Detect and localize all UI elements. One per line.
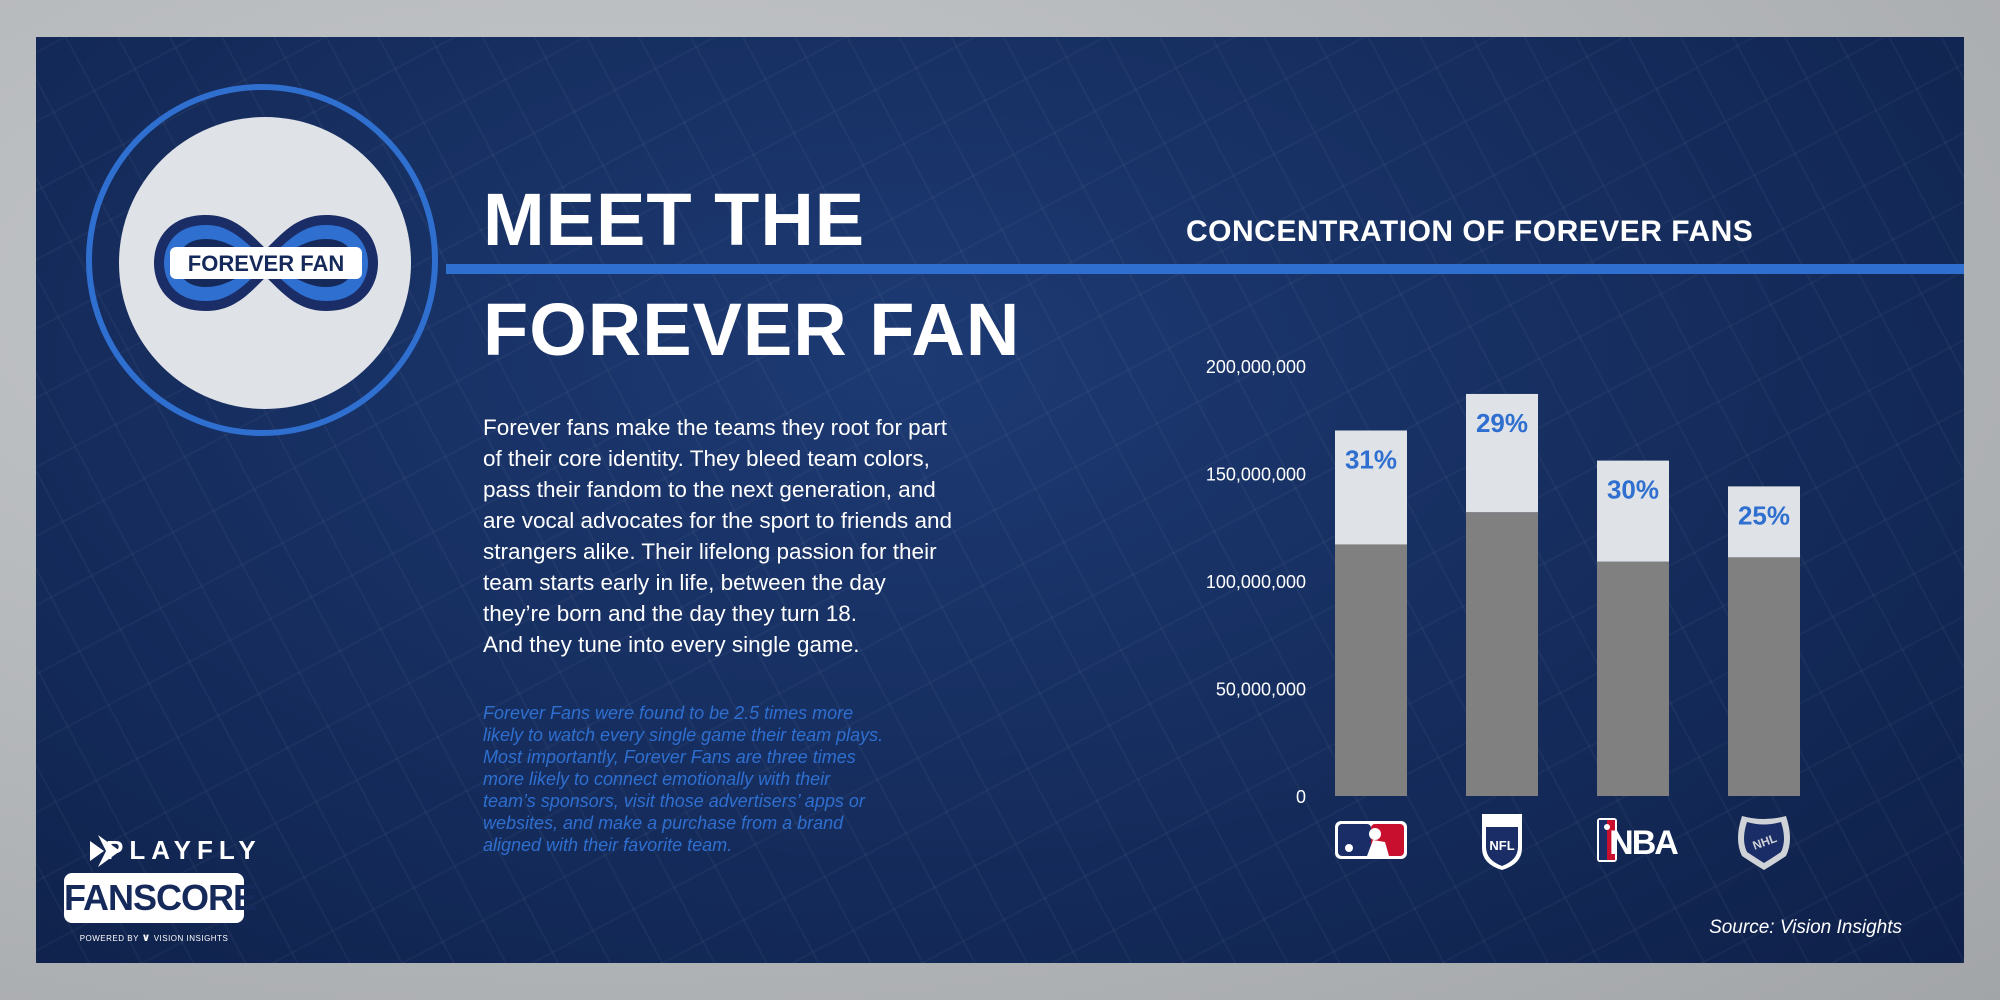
page-title-line-2: FOREVER FAN xyxy=(483,288,1021,371)
highlight-paragraph: Forever Fans were found to be 2.5 times … xyxy=(483,702,1003,856)
description-line: And they tune into every single game. xyxy=(483,632,860,657)
bar-chart: 0 50,000,000 100,000,000 150,000,000 200,000… xyxy=(1206,357,1800,870)
bar-segment-forever-fans xyxy=(1466,393,1538,513)
bar-segment-forever-fans xyxy=(1597,460,1669,562)
forever-fan-infinity-icon: FOREVER FAN xyxy=(154,215,378,311)
brand-name: PLAYFLY xyxy=(106,835,262,865)
powered-by-line: POWERED BY ∨ VISION INSIGHTS xyxy=(62,931,246,944)
page-title-line-1: MEET THE xyxy=(483,178,866,261)
highlight-line: team’s sponsors, visit those advertisers… xyxy=(483,791,865,811)
bar-segment-base xyxy=(1597,561,1669,796)
nba-logo-icon: NBA xyxy=(1597,818,1680,862)
powered-by-label: POWERED BY xyxy=(79,934,139,943)
bar-data-label: 29% xyxy=(1476,408,1528,438)
description-line: strangers alike. Their lifelong passion … xyxy=(483,539,937,564)
description-line: they’re born and the day they turn 18. xyxy=(483,601,857,626)
fanscore-wordmark: FANSCORE xyxy=(64,877,257,918)
description-line: pass their fandom to the next generation… xyxy=(483,477,936,502)
y-tick-label: 150,000,000 xyxy=(1206,465,1306,485)
bar-segment-forever-fans xyxy=(1335,430,1407,545)
header-rule xyxy=(446,264,1964,274)
infographic-panel: FOREVER FAN MEET THE FOREVER FAN Forever… xyxy=(36,37,1964,963)
y-tick-label: 200,000,000 xyxy=(1206,357,1306,377)
svg-text:NFL: NFL xyxy=(1489,838,1514,853)
highlight-line: aligned with their favorite team. xyxy=(483,835,733,855)
y-tick-label: 0 xyxy=(1296,787,1306,807)
mlb-logo-icon xyxy=(1335,821,1407,859)
source-note: Source: Vision Insights xyxy=(1709,917,1902,938)
description-line: team starts early in life, between the d… xyxy=(483,570,886,595)
playfly-arrow-icon xyxy=(90,835,120,867)
bar-segment-base xyxy=(1466,512,1538,796)
description-line: of their core identity. They bleed team … xyxy=(483,446,930,471)
description-line: Forever fans make the teams they root fo… xyxy=(483,415,947,440)
y-tick-label: 50,000,000 xyxy=(1216,680,1306,700)
bar-data-label: 25% xyxy=(1738,500,1790,530)
nfl-logo-icon: NFL xyxy=(1482,814,1522,870)
bar-segment-base xyxy=(1335,544,1407,796)
bar-segment-forever-fans xyxy=(1728,486,1800,558)
bar-segment-base xyxy=(1728,557,1800,796)
powered-by-partner: VISION INSIGHTS xyxy=(153,934,229,943)
vision-insights-v-icon: ∨ xyxy=(141,932,151,944)
y-tick-label: 100,000,000 xyxy=(1206,572,1306,592)
nhl-logo-icon: NHL xyxy=(1738,816,1790,870)
description-paragraph: Forever fans make the teams they root fo… xyxy=(483,412,983,660)
highlight-line: Most importantly, Forever Fans are three… xyxy=(483,747,856,767)
badge-text: FOREVER FAN xyxy=(188,251,344,276)
fanscore-badge xyxy=(64,873,244,923)
highlight-line: likely to watch every single game their … xyxy=(483,725,884,745)
chart-title: CONCENTRATION OF FOREVER FANS xyxy=(1186,215,1754,248)
highlight-line: websites, and make a purchase from a bra… xyxy=(483,813,844,833)
highlight-line: more likely to connect emotionally with … xyxy=(483,769,831,789)
svg-text:NBA: NBA xyxy=(1609,824,1678,862)
badge-ring xyxy=(86,84,438,436)
bar-data-label: 31% xyxy=(1345,445,1397,475)
description-line: are vocal advocates for the sport to fri… xyxy=(483,508,953,533)
bar-data-label: 30% xyxy=(1607,475,1659,505)
highlight-line: Forever Fans were found to be 2.5 times … xyxy=(483,703,854,723)
